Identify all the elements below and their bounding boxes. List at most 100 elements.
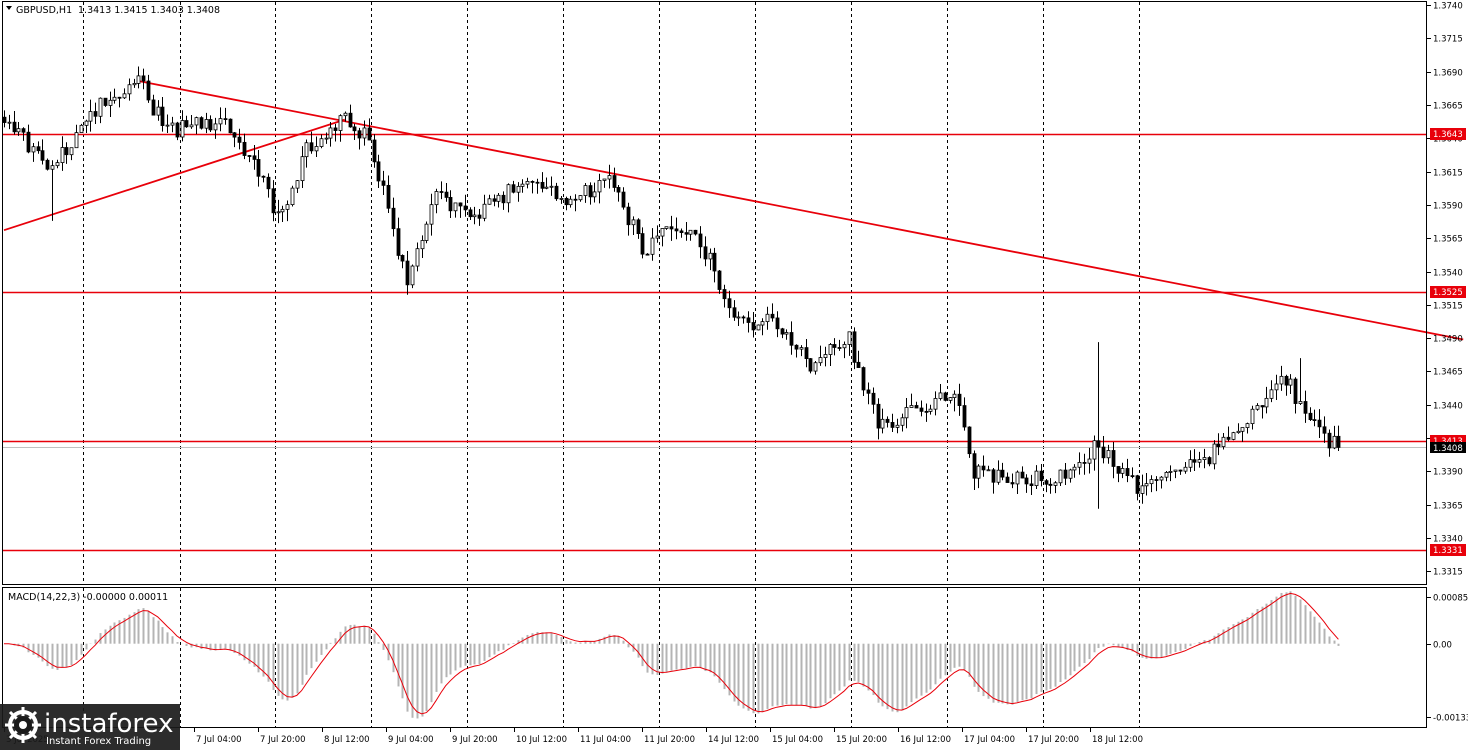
candle-bear: [1284, 375, 1289, 386]
candle-bear: [684, 232, 689, 235]
candle-bear: [64, 147, 69, 156]
candle-bull: [688, 229, 693, 235]
candle-bear: [261, 175, 266, 178]
candle-bear: [890, 422, 895, 428]
candle-bear: [1327, 432, 1332, 449]
brand-tagline: Instant Forex Trading: [46, 736, 151, 747]
candle-bear: [727, 298, 732, 309]
candle-bull: [928, 408, 933, 412]
macd-tick-label: -0.00133: [1433, 714, 1468, 724]
candle-bull: [7, 121, 12, 124]
candle-bull: [784, 332, 789, 335]
trendline[interactable]: [3, 118, 346, 232]
price-tick-label: 1.3715: [1433, 35, 1463, 45]
candle-bear: [770, 313, 775, 319]
candle-bear: [1116, 466, 1121, 474]
candle-bear: [1312, 419, 1317, 422]
candle-bull: [655, 235, 660, 239]
time-tick-label: 8 Jul 12:00: [324, 735, 370, 745]
price-axis[interactable]: 1.37401.37151.36901.36651.36401.36151.35…: [1427, 2, 1463, 578]
time-tick-label: 9 Jul 20:00: [452, 735, 498, 745]
candle-bear: [21, 128, 26, 133]
candle-bull: [60, 147, 65, 164]
candle-bear: [703, 246, 708, 260]
candle-bear: [924, 410, 929, 413]
candle-bear: [1293, 378, 1298, 404]
price-tick-label: 1.3465: [1433, 368, 1463, 378]
candle-bear: [885, 418, 890, 423]
candle-bull: [708, 252, 713, 260]
candle-bear: [554, 185, 559, 200]
candle-bear: [511, 184, 516, 193]
candle-bear: [741, 316, 746, 319]
candle-bull: [544, 186, 549, 189]
brand-name: instaforex: [44, 709, 173, 739]
price-tick-label: 1.3440: [1433, 402, 1463, 412]
candle-bear: [40, 150, 45, 161]
candle-bull: [338, 115, 343, 131]
candle-bull: [69, 147, 74, 156]
candle-bull: [343, 112, 348, 117]
candle-bear: [1322, 426, 1327, 434]
candle-bull: [1106, 450, 1111, 459]
candle-bear: [1192, 459, 1197, 463]
time-tick-label: 9 Jul 04:00: [388, 735, 434, 745]
candle-bear: [972, 453, 977, 479]
time-tick-label: 11 Jul 04:00: [580, 735, 631, 745]
candle-bull: [487, 198, 492, 205]
candle-bear: [271, 188, 276, 214]
candle-bear: [400, 255, 405, 262]
time-tick-label: 15 Jul 20:00: [836, 735, 887, 745]
candle-bull: [1188, 459, 1193, 468]
candle-bull: [295, 180, 300, 189]
candle-bull: [1149, 479, 1154, 485]
macd-panel[interactable]: [4, 588, 1340, 727]
candle-bear: [914, 405, 919, 409]
collapse-triangle-icon[interactable]: [6, 6, 12, 10]
panel-frames: [2, 1, 1427, 728]
candle-bull: [1288, 378, 1293, 386]
candle-bear: [871, 392, 876, 405]
support-resistance-levels[interactable]: [3, 133, 1427, 552]
candle-bull: [938, 392, 943, 399]
candle-bear: [1000, 469, 1005, 478]
candle-bear: [1130, 475, 1135, 478]
candle-bull: [290, 187, 295, 206]
price-tick-label: 1.3390: [1433, 468, 1463, 478]
candle-bull: [1298, 401, 1303, 404]
time-tick-label: 17 Jul 20:00: [1028, 735, 1079, 745]
candle-bear: [309, 142, 314, 152]
candle-bull: [578, 195, 583, 201]
macd-tick-label: 0.00: [1433, 641, 1452, 651]
price-panel[interactable]: [2, 2, 1464, 584]
price-tick-label: 1.3665: [1433, 102, 1463, 112]
trendlines[interactable]: [3, 80, 1464, 341]
level-tag-label: 1.3643: [1433, 130, 1463, 140]
candle-bear: [1039, 470, 1044, 482]
candle-bull: [88, 111, 93, 122]
candle-bear: [645, 253, 650, 256]
candle-bull: [828, 344, 833, 355]
trendline[interactable]: [138, 80, 1464, 341]
price-tick-label: 1.3740: [1433, 2, 1463, 12]
candle-bull: [664, 226, 669, 229]
candle-bull: [847, 331, 852, 345]
candle-bear: [405, 260, 410, 286]
ohlc-label: 1.3413 1.3415 1.3403 1.3408: [78, 5, 220, 16]
candle-bull: [986, 469, 991, 472]
chart-title: GBPUSD,H1 1.3413 1.3415 1.3403 1.3408 MA…: [6, 5, 220, 603]
candle-bear: [477, 214, 482, 219]
candle-bear: [564, 197, 569, 206]
time-axis[interactable]: 3 Jul 20257 Jul 04:007 Jul 20:008 Jul 12…: [4, 728, 1143, 745]
time-tick-label: 7 Jul 04:00: [196, 735, 242, 745]
candle-bear: [1024, 477, 1029, 485]
candle-bear: [372, 139, 377, 163]
macd-axis[interactable]: 0.00085 0.00 -0.00133: [1427, 594, 1468, 724]
candle-bull: [156, 106, 161, 116]
candle-bull: [1221, 436, 1226, 448]
price-tick-label: 1.3365: [1433, 502, 1463, 512]
candle-bull: [1279, 375, 1284, 385]
candle-bull: [1092, 440, 1097, 460]
candle-bear: [832, 344, 837, 348]
